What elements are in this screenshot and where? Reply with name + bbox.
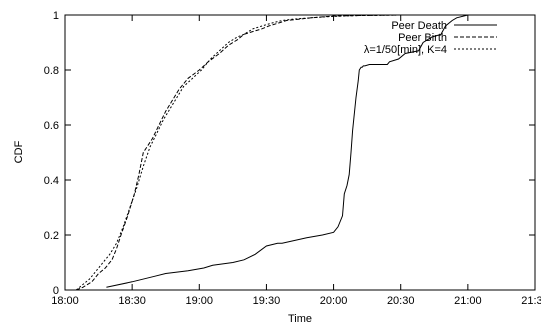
series-line-1: [106, 14, 469, 288]
x-axis-title: Time: [288, 313, 312, 325]
x-tick-label: 21:00: [454, 295, 482, 307]
y-axis-ticks: 0 0.2 0.4 0.6 0.8 1: [44, 10, 535, 297]
series-line-2: [76, 14, 424, 291]
x-axis-ticks: 18:00 18:30 19:00 19:30 20:00 20:30 21:00 21:30: [51, 15, 541, 307]
y-tick-label: 0: [53, 285, 59, 297]
y-tick-label: 0.8: [44, 65, 59, 77]
legend-label-3: λ=1/50[min], K=4: [364, 44, 447, 56]
x-tick-label: 18:30: [118, 295, 146, 307]
x-tick-label: 19:30: [253, 295, 281, 307]
x-tick-label: 18:00: [51, 295, 79, 307]
y-axis-title: CDF: [13, 140, 25, 163]
x-tick-label: 20:30: [387, 295, 415, 307]
y-tick-label: 0.4: [44, 175, 59, 187]
x-tick-label: 20:00: [320, 295, 348, 307]
plot-frame: [64, 14, 536, 291]
x-tick-label: 19:00: [186, 295, 214, 307]
legend-label-1: Peer Death: [391, 20, 447, 32]
y-tick-label: 1: [53, 10, 59, 22]
series-line-3: [75, 14, 401, 291]
x-tick-label: 21:30: [521, 295, 541, 307]
series-layer: [75, 14, 469, 291]
y-tick-label: 0.2: [44, 230, 59, 242]
y-tick-label: 0.6: [44, 120, 59, 132]
legend-label-2: Peer Birth: [398, 32, 447, 44]
